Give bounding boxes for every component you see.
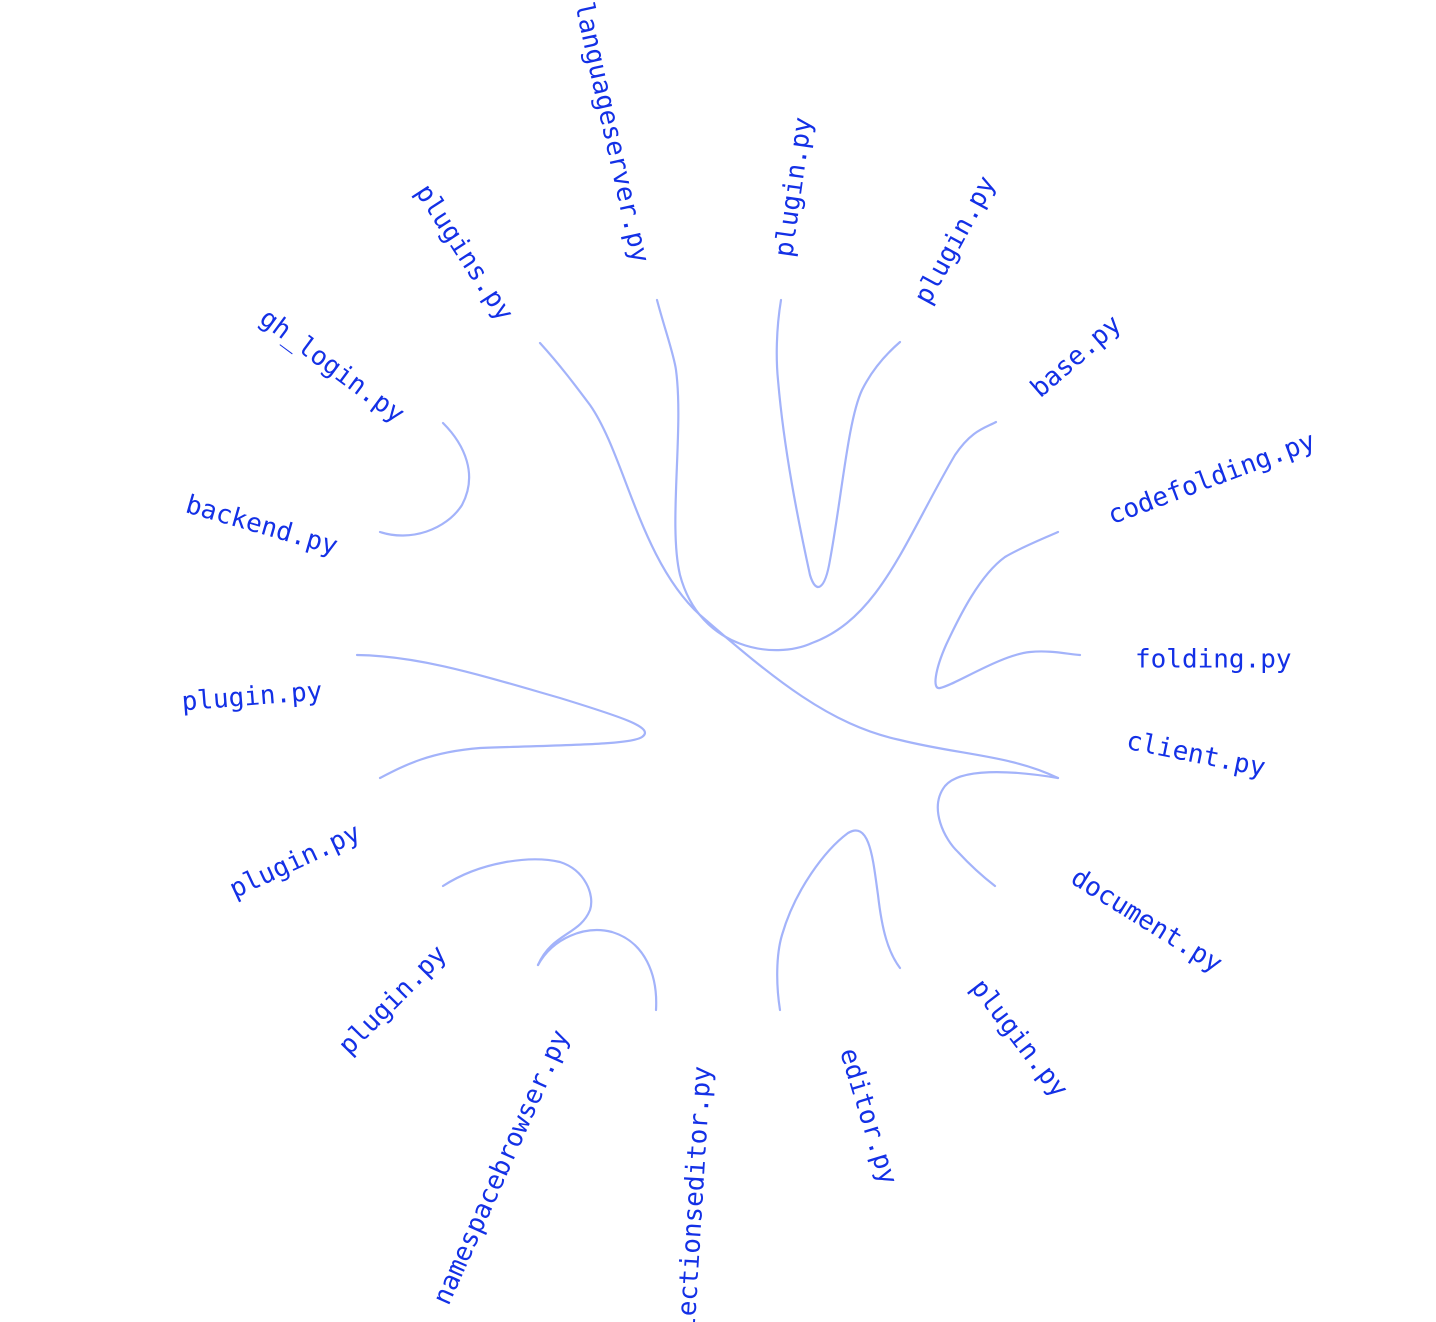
node-label-codefolding: codefolding.py xyxy=(1104,426,1320,531)
node-label-plugins: plugins.py xyxy=(409,179,519,327)
node-label-client: client.py xyxy=(1124,726,1268,783)
node-label-collectionseditor: llectionseditor.py xyxy=(671,1065,718,1322)
node-label-plugin-w: plugin.py xyxy=(181,676,324,717)
node-label-plugin-wsw: plugin.py xyxy=(225,818,365,905)
edge-plugin_w-to-plugin_wsw xyxy=(355,653,646,780)
edge-gh_login-to-backend xyxy=(378,421,471,537)
node-label-plugin-nne: plugin.py xyxy=(909,171,1003,309)
edge-client-to-document xyxy=(936,771,1060,888)
node-label-gh-login: gh_login.py xyxy=(254,303,410,430)
node-label-plugin-n: plugin.py xyxy=(769,115,818,259)
node-label-folding: folding.py xyxy=(1135,645,1292,675)
node-label-backend: backend.py xyxy=(182,490,341,562)
edge-editor-to-plugin_s xyxy=(776,829,902,1012)
node-label-namespacebrowser: namespacebrowser.py xyxy=(427,1025,575,1309)
label-layer: codefolding.pybase.pyplugin.pyplugin.pyl… xyxy=(181,0,1320,1322)
node-label-plugin-sw: plugin.py xyxy=(333,939,453,1061)
edge-plugin_n-to-plugin_nne xyxy=(775,298,902,589)
edge-plugins-to-client xyxy=(538,341,1060,780)
node-label-base: base.py xyxy=(1025,309,1127,404)
node-label-editor: editor.py xyxy=(833,1045,903,1189)
edge-plugin_sw-to-namespacebrowser xyxy=(441,858,593,967)
edge-codefolding-to-folding xyxy=(934,530,1082,690)
edge-layer xyxy=(355,298,1082,1012)
edge-namespacebrowser-to-collectionseditor xyxy=(536,929,658,1012)
node-label-languageserver: languageserver.py xyxy=(568,0,655,266)
node-label-document: document.py xyxy=(1066,863,1228,980)
node-label-plugin-s: plugin.py xyxy=(964,973,1074,1103)
edge-languageserver-to-base xyxy=(655,298,998,652)
